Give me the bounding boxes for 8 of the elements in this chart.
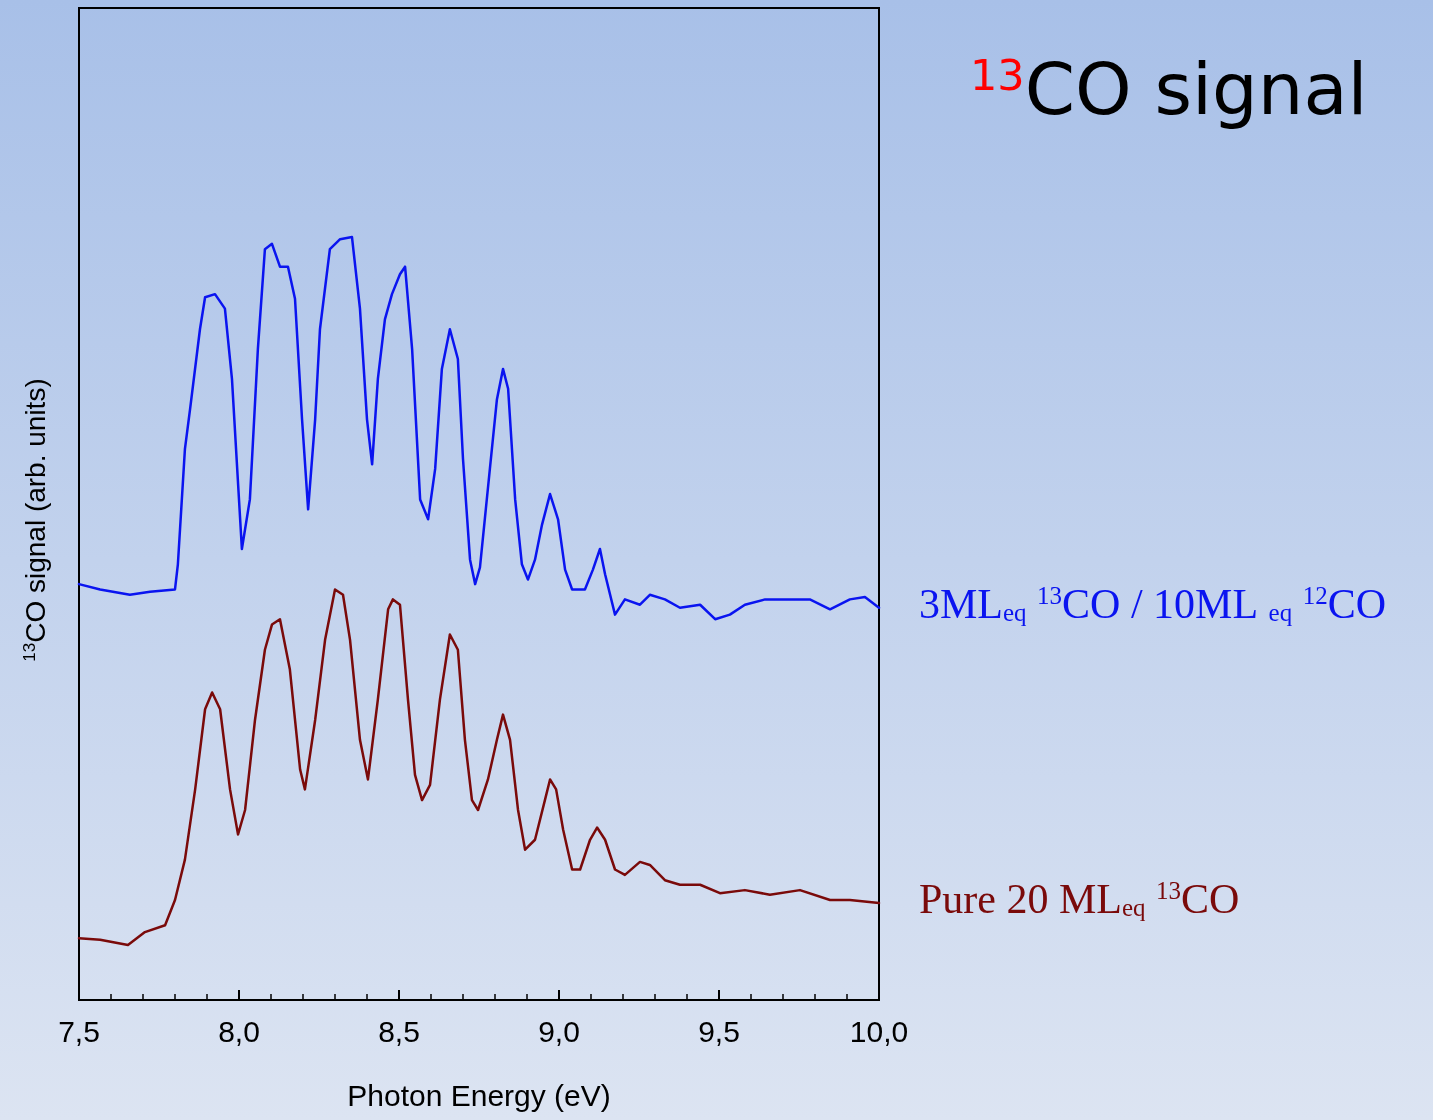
x-axis-title: Photon Energy (eV) [347, 1078, 611, 1112]
x-tick-label: 9,0 [538, 1014, 580, 1048]
x-tick-label: 7,5 [58, 1014, 100, 1048]
y-axis-title: 13CO signal (arb. units) [19, 378, 51, 662]
x-tick-label: 9,5 [698, 1014, 740, 1048]
x-tick-label: 10,0 [849, 1014, 909, 1048]
x-tick-label: 8,5 [378, 1014, 420, 1048]
x-tick-label: 8,0 [218, 1014, 260, 1048]
